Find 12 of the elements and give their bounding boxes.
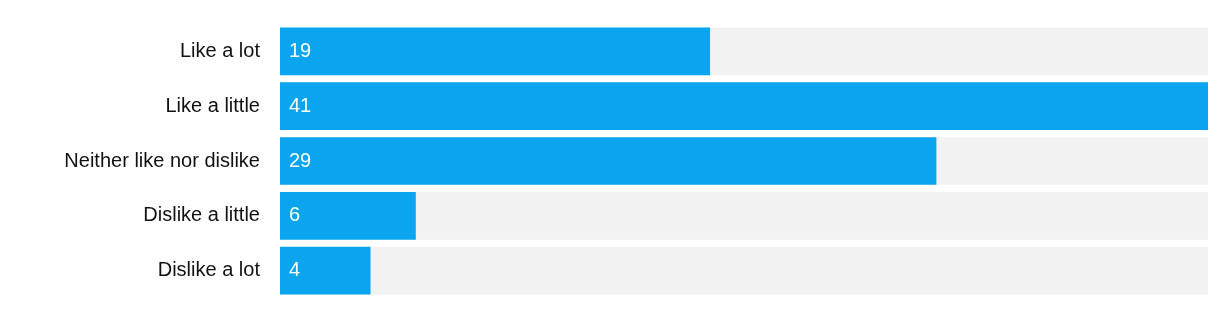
y-tick-label: Dislike a lot (157, 258, 261, 281)
data-label: 29 (289, 148, 312, 171)
data-label: 41 (289, 93, 312, 116)
data-label: 19 (289, 38, 312, 61)
y-tick-label: Like a lot (179, 38, 261, 61)
y-tick-label: Dislike a little (143, 203, 260, 226)
bar (280, 246, 371, 295)
y-tick-label: Neither like nor dislike (64, 148, 260, 171)
data-label: 6 (289, 203, 301, 226)
data-label: 4 (289, 258, 301, 281)
y-tick-label: Like a little (165, 93, 260, 116)
bar (280, 191, 416, 240)
